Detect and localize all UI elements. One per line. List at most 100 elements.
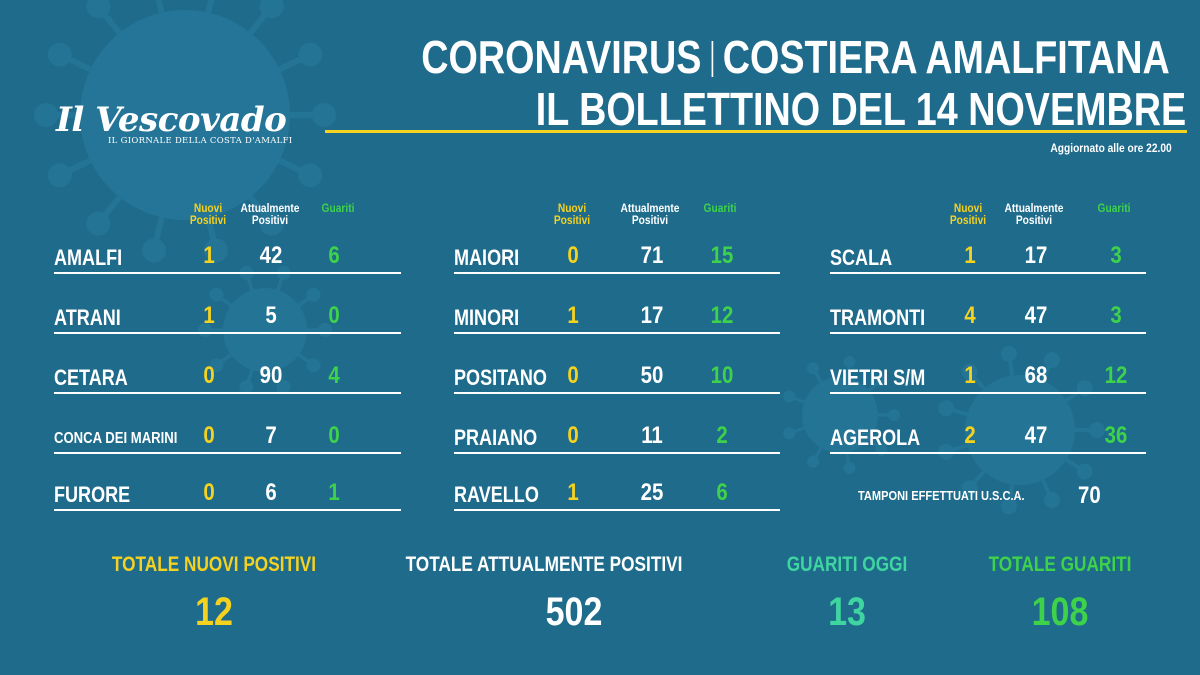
row-divider <box>454 272 780 274</box>
tamponi-value: 70 <box>1078 482 1101 509</box>
virus-spike-tip <box>1076 463 1093 480</box>
town-name: AMALFI <box>54 245 123 270</box>
virus-spikes <box>34 0 336 263</box>
town-name: RAVELLO <box>454 482 539 507</box>
virus-spike-tip <box>86 0 111 19</box>
recovered-value: 3 <box>1110 302 1122 329</box>
recovered-value: 6 <box>716 479 728 506</box>
new-positive-value: 1 <box>964 362 976 389</box>
virus-spike-tip <box>938 400 955 417</box>
recovered-today-label: GUARITI OGGI <box>786 553 908 576</box>
virus-spike-tip <box>875 374 888 387</box>
current-positive-value: 11 <box>641 422 663 449</box>
new-positive-value: 0 <box>203 479 215 506</box>
virus-spike-tip <box>239 380 254 395</box>
virus-spike-tip <box>276 380 291 395</box>
new-positive-value: 1 <box>567 302 579 329</box>
row-divider <box>830 392 1146 394</box>
recovered-value: 0 <box>328 422 340 449</box>
town-name: SCALA <box>830 245 893 270</box>
virus-spike <box>205 0 215 14</box>
virus-spike-tip <box>843 355 856 368</box>
town-name: MAIORI <box>454 245 520 270</box>
recovered-value: 12 <box>710 302 734 329</box>
virus-spike-tip <box>807 362 819 375</box>
new-positive-value: 0 <box>567 242 579 269</box>
virus-spike-tip <box>47 42 72 67</box>
row-divider <box>454 452 780 454</box>
recovered-value: 12 <box>1104 362 1128 389</box>
virus-spikes <box>198 265 332 395</box>
virus-spike-tip <box>312 103 336 127</box>
col-header-recovered: Guariti <box>1097 201 1131 215</box>
col-header-new-positive: Nuovi Positivi <box>189 201 227 227</box>
new-positive-value: 0 <box>203 422 215 449</box>
recovered-value: 0 <box>328 302 340 329</box>
virus-spike-tip <box>209 358 224 373</box>
logo-tagline: IL GIORNALE DELLA COSTA D'AMALFI <box>108 136 293 146</box>
current-positive-value: 5 <box>265 302 277 329</box>
tamponi-label: TAMPONI EFFETTUATI U.S.C.A. <box>858 488 1025 503</box>
virus-spike-tip <box>86 211 111 236</box>
virus-spike-tip <box>888 409 900 421</box>
virus-icon <box>802 377 878 453</box>
title-left: CORONAVIRUS <box>421 31 702 83</box>
total-recovered-label: TOTALE GUARITI <box>988 553 1132 576</box>
total-recovered-value: 108 <box>1031 590 1089 634</box>
virus-spike-tip <box>961 480 978 497</box>
row-divider <box>54 272 401 274</box>
recovered-value: 15 <box>710 242 734 269</box>
new-positive-value: 4 <box>964 302 976 329</box>
recovered-value: 2 <box>716 422 728 449</box>
new-positive-value: 0 <box>203 362 215 389</box>
town-name: VIETRI S/M <box>830 365 926 390</box>
new-positive-value: 1 <box>203 242 215 269</box>
recovered-today-value: 13 <box>828 590 866 634</box>
virus-spike-tip <box>203 238 228 263</box>
col-header-current-positive: Attualmente Positivi <box>620 201 680 227</box>
virus-spike-tip <box>807 455 819 468</box>
row-divider <box>830 272 1146 274</box>
page-subtitle: IL BOLLETTINO DEL 14 NOVEMBRE <box>535 83 1186 135</box>
recovered-value: 6 <box>328 242 340 269</box>
current-positive-value: 50 <box>640 362 664 389</box>
recovered-value: 4 <box>328 362 340 389</box>
virus-spike-tip <box>1043 492 1060 509</box>
town-name: CETARA <box>54 365 128 390</box>
header-divider <box>325 130 1187 133</box>
row-divider <box>54 392 401 394</box>
virus-spike-tip <box>298 163 323 188</box>
total-current-positive-label: TOTALE ATTUALMENTE POSITIVI <box>405 553 683 576</box>
row-divider <box>830 452 1146 454</box>
virus-spike-tip <box>1001 498 1018 515</box>
row-divider <box>830 332 1146 334</box>
virus-icon <box>965 375 1075 485</box>
virus-spike-tip <box>783 427 796 440</box>
virus-spike-tip <box>1043 351 1060 368</box>
row-divider <box>454 332 780 334</box>
col-header-recovered: Guariti <box>321 201 355 215</box>
total-new-positive-value: 12 <box>195 590 233 634</box>
row-divider <box>454 392 780 394</box>
recovered-value: 3 <box>1110 242 1122 269</box>
current-positive-value: 42 <box>259 242 283 269</box>
col-header-current-positive: Attualmente Positivi <box>240 201 300 227</box>
town-name: TRAMONTI <box>830 305 926 330</box>
virus-spike-tip <box>1001 345 1018 362</box>
virus-spike-tip <box>142 238 167 263</box>
title-separator <box>711 41 714 77</box>
virus-spike-tip <box>47 163 72 188</box>
new-positive-value: 2 <box>964 422 976 449</box>
town-name: FURORE <box>54 482 131 507</box>
current-positive-value: 71 <box>640 242 664 269</box>
row-divider <box>454 509 780 511</box>
recovered-value: 36 <box>1104 422 1128 449</box>
col-header-recovered: Guariti <box>703 201 737 215</box>
current-positive-value: 90 <box>259 362 283 389</box>
current-positive-value: 7 <box>265 422 277 449</box>
town-name: PRAIANO <box>454 425 538 450</box>
row-divider <box>54 332 401 334</box>
virus-spike-tip <box>961 363 978 380</box>
current-positive-value: 17 <box>1024 242 1048 269</box>
recovered-value: 1 <box>328 479 340 506</box>
